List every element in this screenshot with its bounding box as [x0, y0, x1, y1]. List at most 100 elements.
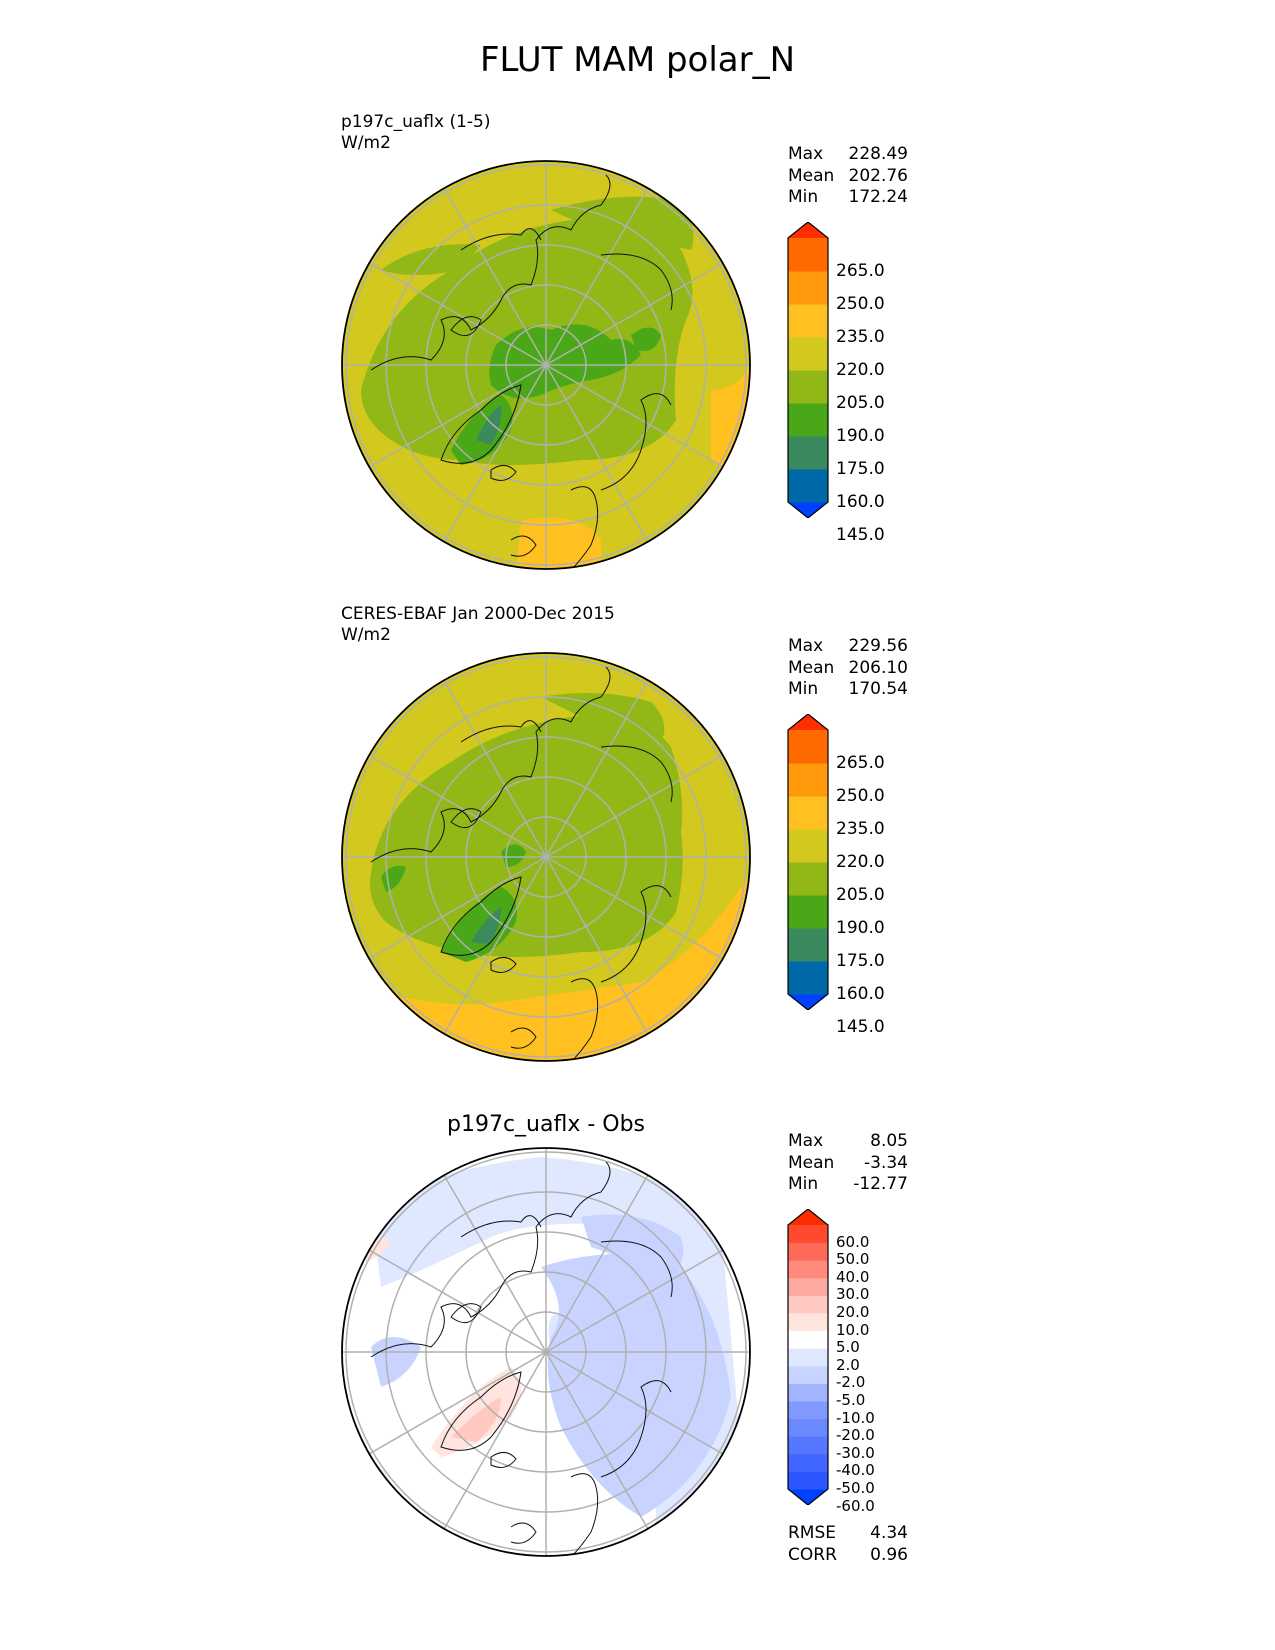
- panel-1-units: W/m2: [341, 133, 391, 153]
- colorbar-tick-label: 20.0: [836, 1303, 870, 1321]
- colorbar-tick-label: 250.0: [836, 294, 885, 314]
- colorbar-segment: [788, 895, 828, 929]
- panel-1-title: p197c_uaflx (1-5): [341, 112, 491, 132]
- colorbar-segment: [788, 1453, 828, 1472]
- panel-2-stats: Max 229.56 Mean 206.10 Min 170.54: [788, 636, 908, 701]
- colorbar-segment: [788, 370, 828, 404]
- colorbar-tick-label: -5.0: [836, 1391, 866, 1409]
- colorbar-segment: [788, 238, 828, 272]
- colorbar-tick-label: 40.0: [836, 1267, 870, 1286]
- stat-max: Max 8.05: [788, 1131, 908, 1151]
- colorbar-segment: [788, 1277, 828, 1296]
- colorbar-segment: [788, 1383, 828, 1402]
- colorbar-tick-label: 2.0: [836, 1355, 860, 1374]
- panel-3-title: p197c_uaflx - Obs: [446, 1112, 646, 1137]
- colorbar-tick-label: 220.0: [836, 852, 885, 872]
- colorbar-segment: [788, 1295, 828, 1314]
- stat-min: Min 170.54: [788, 679, 908, 699]
- colorbar-segment: [788, 862, 828, 896]
- colorbar-extend-low: [788, 994, 828, 1010]
- panel-3-colorbar-ticks: 60.0 50.0 40.0 30.0 20.0 10.0 5.0 2.0 -2.0 -5.0 -1…: [836, 1209, 906, 1513]
- colorbar-tick-label: 5.0: [836, 1338, 860, 1357]
- colorbar-segment: [788, 961, 828, 995]
- stat-rmse: RMSE 4.34: [788, 1523, 908, 1543]
- panel-2-title: CERES-EBAF Jan 2000-Dec 2015: [341, 604, 615, 624]
- colorbar-tick-label: 10.0: [836, 1320, 870, 1339]
- colorbar-tick-label: 175.0: [836, 459, 885, 479]
- colorbar-tick-label: 265.0: [836, 753, 885, 773]
- colorbar-tick-label: 145.0: [836, 525, 885, 545]
- stat-corr: CORR 0.96: [788, 1544, 908, 1565]
- colorbar-tick-label: -20.0: [836, 1426, 875, 1445]
- panel-3-map: [341, 1147, 751, 1561]
- colorbar-tick-label: 205.0: [836, 393, 885, 413]
- panel-2-map: [341, 652, 751, 1066]
- panel-1-stats: Max 228.49 Mean 202.76 Min 172.24: [788, 144, 908, 209]
- colorbar-tick-label: 190.0: [836, 918, 885, 938]
- stat-max: Max 229.56: [788, 636, 908, 656]
- colorbar-segment: [788, 1330, 828, 1349]
- colorbar-segment: [788, 730, 828, 764]
- colorbar-extend-high: [788, 222, 828, 238]
- colorbar-tick-label: 30.0: [836, 1285, 870, 1304]
- colorbar-tick-label: 235.0: [836, 819, 885, 839]
- colorbar-tick-label: 265.0: [836, 261, 885, 281]
- colorbar-tick-label: -10.0: [836, 1408, 875, 1427]
- colorbar-tick-label: -40.0: [836, 1461, 875, 1480]
- colorbar-segment: [788, 271, 828, 305]
- colorbar-extend-high: [788, 1209, 828, 1225]
- panel-2-units: W/m2: [341, 625, 391, 645]
- colorbar-segment: [788, 796, 828, 830]
- panel-2-colorbar: [786, 713, 830, 1014]
- colorbar-segment: [788, 1260, 828, 1279]
- colorbar-tick-label: -30.0: [836, 1443, 875, 1462]
- panel-2-colorbar-ticks: 265.0 250.0 235.0 220.0 205.0 190.0 175.0 160.0…: [836, 714, 906, 1037]
- colorbar-tick-label: 60.0: [836, 1232, 870, 1251]
- colorbar-segment: [788, 469, 828, 503]
- colorbar-tick-label: 205.0: [836, 885, 885, 905]
- panel-1-colorbar: [786, 221, 830, 522]
- panel-1-map: [341, 160, 751, 574]
- colorbar-segment: [788, 763, 828, 797]
- colorbar-tick-label: 160.0: [836, 492, 885, 512]
- panel-1-colorbar-ticks: 265.0 250.0 235.0 220.0 205.0 190.0 175.0 160.0…: [836, 222, 906, 545]
- stat-min: Min 172.24: [788, 187, 908, 207]
- stat-mean: Mean -3.34: [788, 1152, 908, 1173]
- colorbar-segment: [788, 1401, 828, 1420]
- panel-2-title-block: CERES-EBAF Jan 2000-Dec 2015 W/m2: [341, 604, 615, 646]
- colorbar-segment: [788, 1313, 828, 1332]
- colorbar-tick-label: 250.0: [836, 786, 885, 806]
- colorbar-tick-label: 235.0: [836, 327, 885, 347]
- colorbar-extend-high: [788, 714, 828, 730]
- stat-mean: Mean 206.10: [788, 657, 908, 678]
- colorbar-tick-label: 145.0: [836, 1017, 885, 1037]
- colorbar-segment: [788, 1471, 828, 1490]
- colorbar-segment: [788, 1436, 828, 1455]
- colorbar-extend-low: [788, 502, 828, 518]
- stat-max: Max 228.49: [788, 144, 908, 164]
- colorbar-tick-label: 160.0: [836, 984, 885, 1004]
- colorbar-tick-label: 50.0: [836, 1250, 870, 1269]
- colorbar-segment: [788, 1225, 828, 1244]
- colorbar-segment: [788, 1348, 828, 1367]
- stat-mean: Mean 202.76: [788, 165, 908, 186]
- colorbar-segment: [788, 1418, 828, 1437]
- colorbar-extend-low: [788, 1489, 828, 1505]
- colorbar-tick-label: 220.0: [836, 360, 885, 380]
- figure-title: FLUT MAM polar_N: [479, 40, 796, 80]
- colorbar-tick-label: -50.0: [836, 1479, 875, 1497]
- colorbar-segment: [788, 403, 828, 437]
- colorbar-tick-label: -60.0: [836, 1496, 875, 1515]
- stat-min: Min -12.77: [788, 1174, 908, 1194]
- colorbar-tick-label: -2.0: [836, 1373, 866, 1392]
- colorbar-segment: [788, 928, 828, 962]
- panel-3-colorbar: [786, 1208, 830, 1509]
- colorbar-segment: [788, 1242, 828, 1261]
- panel-3-extra-stats: RMSE 4.34 CORR 0.96: [788, 1523, 908, 1566]
- panel-1-title-block: p197c_uaflx (1-5) W/m2: [341, 112, 490, 154]
- colorbar-segment: [788, 1365, 828, 1384]
- colorbar-segment: [788, 337, 828, 371]
- colorbar-tick-label: 190.0: [836, 426, 885, 446]
- colorbar-segment: [788, 304, 828, 338]
- colorbar-tick-label: 175.0: [836, 951, 885, 971]
